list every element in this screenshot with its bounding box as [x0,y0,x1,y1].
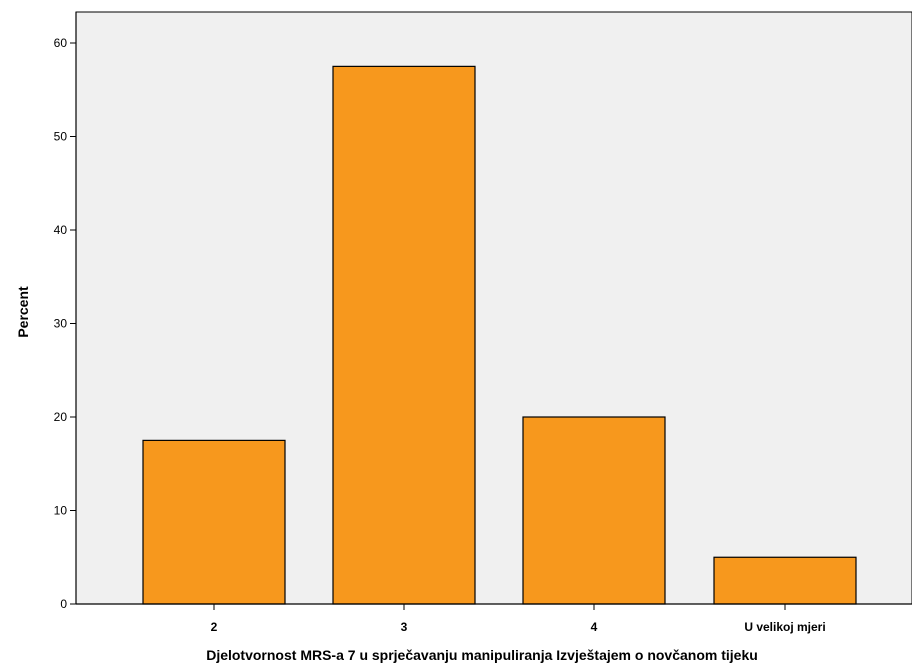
x-tick-label-1: 3 [401,620,408,634]
bar-1 [332,65,476,605]
y-tick-label-0: 0 [60,597,67,611]
x-tick-label-3: U velikoj mjeri [744,620,825,634]
y-tick-label-40: 40 [54,223,68,237]
x-axis-title: Djelotvornost MRS-a 7 u sprječavanju man… [206,647,758,663]
y-axis: 0 10 20 30 40 50 60 [54,12,77,611]
x-tick-label-2: 4 [591,620,598,634]
bar-3 [713,556,857,605]
bar-2 [522,416,666,605]
y-tick-label-30: 30 [54,317,68,331]
x-tick-label-0: 2 [211,620,218,634]
y-tick-label-10: 10 [54,504,68,518]
y-tick-label-20: 20 [54,410,68,424]
y-tick-label-60: 60 [54,36,68,50]
y-axis-title: Percent [15,286,31,338]
bar-0 [142,439,286,605]
x-axis: 2 3 4 U velikoj mjeri [76,603,912,634]
y-tick-label-50: 50 [54,130,68,144]
